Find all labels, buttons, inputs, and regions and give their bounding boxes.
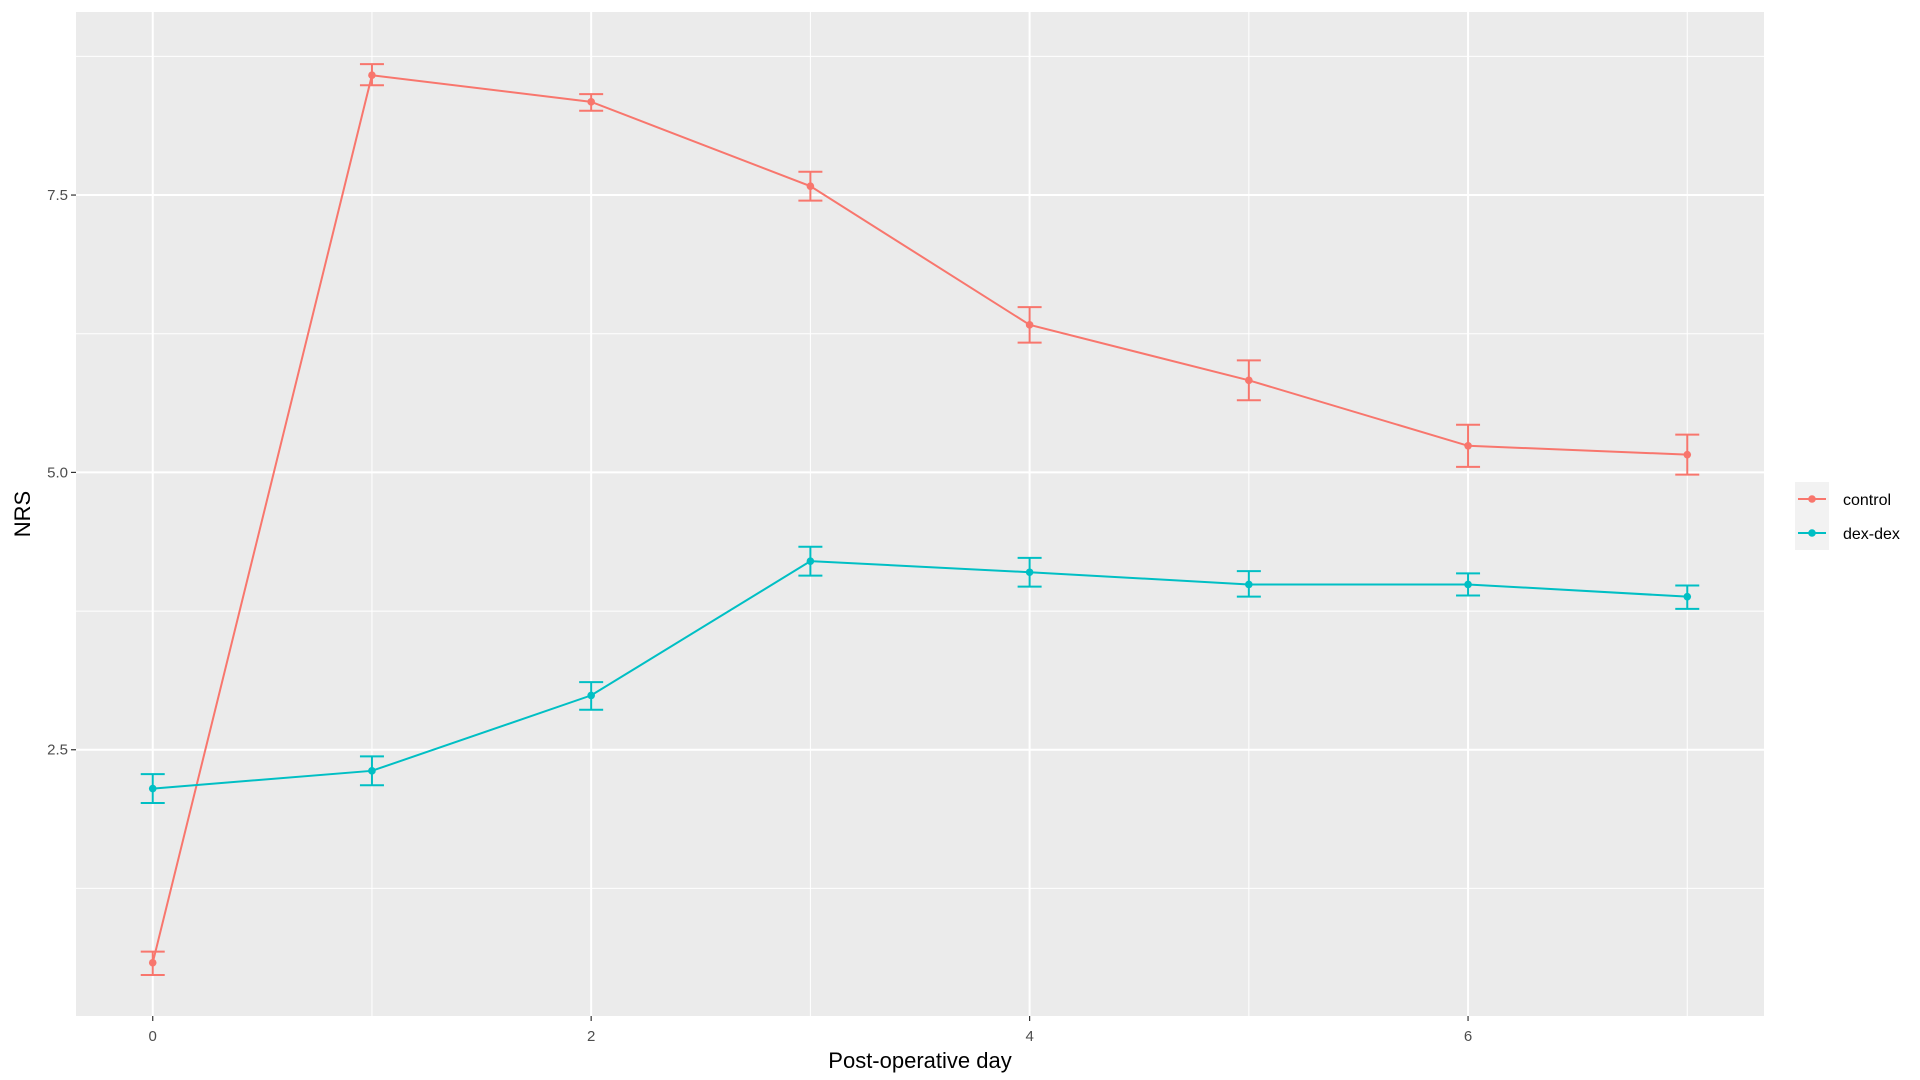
legend-item-dex-dex: dex-dex [1798,526,1900,543]
legend-key-point [1808,495,1816,503]
y-tick-label: 7.5 [47,187,68,204]
minor-gridlines [76,12,1764,1016]
data-point [368,71,376,80]
series-line [151,74,1688,963]
legend-key-background [1795,482,1829,550]
axis-ticks [71,194,1469,1021]
data-point [1683,592,1692,601]
x-axis-title: Post-operative day [828,1048,1011,1073]
major-gridlines [76,12,1764,1016]
data-point [806,557,815,565]
series-control [140,63,1700,976]
data-point [1025,568,1034,577]
legend-label: dex-dex [1843,526,1900,543]
y-axis-title: NRS [10,491,35,537]
tick-labels: 0 2 4 6 2.5 5.0 7.5 [47,187,1472,1045]
y-tick-label: 5.0 [47,464,68,481]
legend-label: control [1843,492,1891,509]
legend: control dex-dex [1795,482,1900,550]
data-point [1464,441,1472,450]
data-point [368,767,376,775]
data-point [587,98,595,106]
x-tick-label: 6 [1464,1028,1472,1045]
x-tick-label: 4 [1025,1028,1033,1045]
data-point [1245,376,1253,385]
data-point [806,182,815,190]
series-line [152,560,1688,790]
data-point [148,958,157,967]
plot-panel [76,12,1764,1016]
data-point [1025,321,1034,329]
data-point [1245,580,1253,589]
legend-item-control: control [1798,492,1891,509]
series-layer [140,63,1700,976]
x-tick-label: 2 [587,1028,595,1045]
series-dex-dex [140,545,1700,804]
data-point [1464,580,1472,589]
y-tick-label: 2.5 [47,742,68,759]
x-tick-label: 0 [149,1028,157,1045]
data-point [1683,450,1692,459]
legend-key-point [1808,529,1816,537]
data-point [148,784,157,793]
data-point [587,691,595,700]
